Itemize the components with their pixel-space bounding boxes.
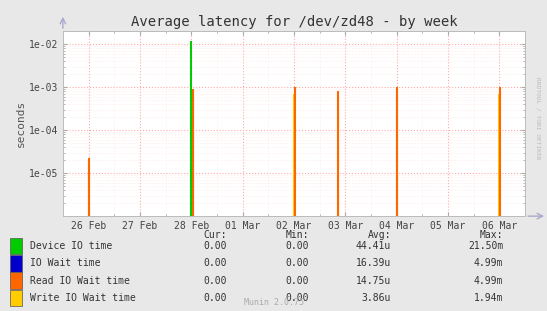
Text: Max:: Max: bbox=[480, 230, 503, 240]
Text: 14.75u: 14.75u bbox=[356, 276, 391, 286]
Text: Write IO Wait time: Write IO Wait time bbox=[30, 293, 136, 303]
Bar bbox=[10, 238, 22, 254]
Text: 0.00: 0.00 bbox=[203, 241, 227, 251]
Text: 21.50m: 21.50m bbox=[468, 241, 503, 251]
Text: 4.99m: 4.99m bbox=[474, 258, 503, 268]
Text: IO Wait time: IO Wait time bbox=[30, 258, 101, 268]
Text: 0.00: 0.00 bbox=[286, 258, 309, 268]
Text: 3.86u: 3.86u bbox=[362, 293, 391, 303]
Text: Read IO Wait time: Read IO Wait time bbox=[30, 276, 130, 286]
Y-axis label: seconds: seconds bbox=[16, 100, 26, 147]
Text: 16.39u: 16.39u bbox=[356, 258, 391, 268]
Text: 1.94m: 1.94m bbox=[474, 293, 503, 303]
Text: Avg:: Avg: bbox=[368, 230, 391, 240]
Text: 0.00: 0.00 bbox=[286, 293, 309, 303]
Text: 0.00: 0.00 bbox=[286, 241, 309, 251]
Text: Device IO time: Device IO time bbox=[30, 241, 112, 251]
Text: 4.99m: 4.99m bbox=[474, 276, 503, 286]
Text: 0.00: 0.00 bbox=[203, 258, 227, 268]
Text: RRDTOOL / TOBI OETIKER: RRDTOOL / TOBI OETIKER bbox=[536, 77, 540, 160]
Bar bbox=[10, 272, 22, 289]
Text: Min:: Min: bbox=[286, 230, 309, 240]
Text: 0.00: 0.00 bbox=[203, 293, 227, 303]
Title: Average latency for /dev/zd48 - by week: Average latency for /dev/zd48 - by week bbox=[131, 15, 457, 29]
Text: 0.00: 0.00 bbox=[203, 276, 227, 286]
Text: Cur:: Cur: bbox=[203, 230, 227, 240]
Text: Munin 2.0.75: Munin 2.0.75 bbox=[243, 298, 304, 307]
Text: 0.00: 0.00 bbox=[286, 276, 309, 286]
Text: 44.41u: 44.41u bbox=[356, 241, 391, 251]
Bar bbox=[10, 255, 22, 272]
Bar bbox=[10, 290, 22, 306]
